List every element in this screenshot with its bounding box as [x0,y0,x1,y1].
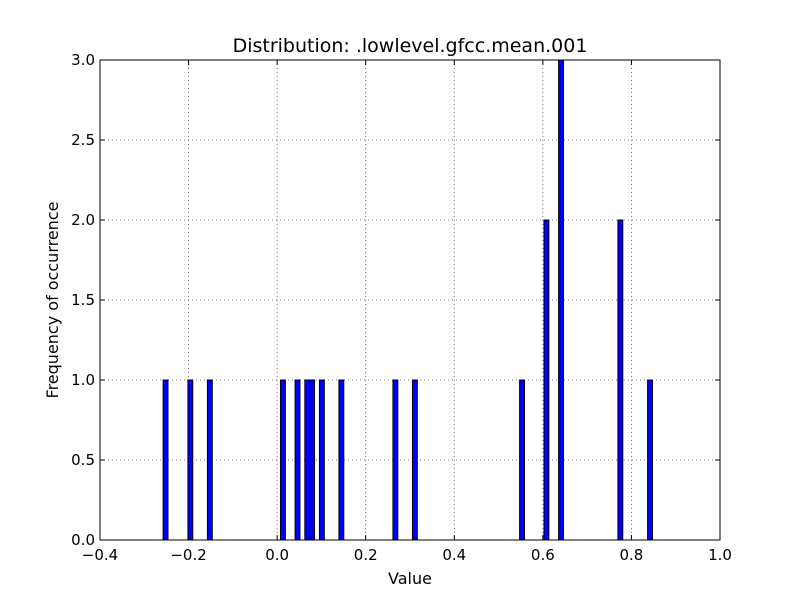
y-axis-label: Frequency of occurrence [43,202,62,399]
chart-title: Distribution: .lowlevel.gfcc.mean.001 [233,35,588,57]
histogram-bar [294,379,301,541]
histogram-bar [519,379,525,541]
y-tick-label: 0.0 [71,531,95,549]
histogram-bar [338,379,345,541]
y-tick-label: 1.0 [71,371,95,389]
x-axis-label: Value [388,569,432,588]
histogram-bar [162,379,169,541]
histogram-bar [617,219,624,541]
x-tick-label: 0.8 [619,546,643,564]
histogram-bar [279,379,286,541]
x-tick-labels: −0.4 −0.2 0.0 0.2 0.4 0.6 0.8 1.0 [82,546,732,564]
x-tick-label: 0.0 [265,546,289,564]
y-tick-label: 2.5 [71,131,95,149]
y-tick-label: 1.5 [71,291,95,309]
grid-lines [100,60,720,540]
x-tick-label: −0.2 [170,546,206,564]
y-tick-label: 3.0 [71,51,95,69]
histogram-bar [543,219,550,541]
x-tick-label: 0.6 [531,546,555,564]
histogram-bar [309,379,316,541]
x-tick-label: 1.0 [708,546,732,564]
y-tick-label: 2.0 [71,211,95,229]
histogram-bar [411,379,418,541]
y-tick-labels: 0.0 0.5 1.0 1.5 2.0 2.5 3.0 [71,51,95,549]
x-tick-label: 0.4 [442,546,466,564]
axis-ticks [99,59,721,541]
histogram-bar [187,379,194,541]
x-tick-label: 0.2 [354,546,378,564]
histogram-bar [318,379,325,541]
histogram-bar [304,379,311,541]
histogram-bar [392,379,399,541]
x-tick-label: −0.4 [82,546,118,564]
y-tick-label: 0.5 [71,451,95,469]
histogram-bar [647,379,653,541]
histogram-bar [558,59,564,541]
histogram-bar [206,379,213,541]
